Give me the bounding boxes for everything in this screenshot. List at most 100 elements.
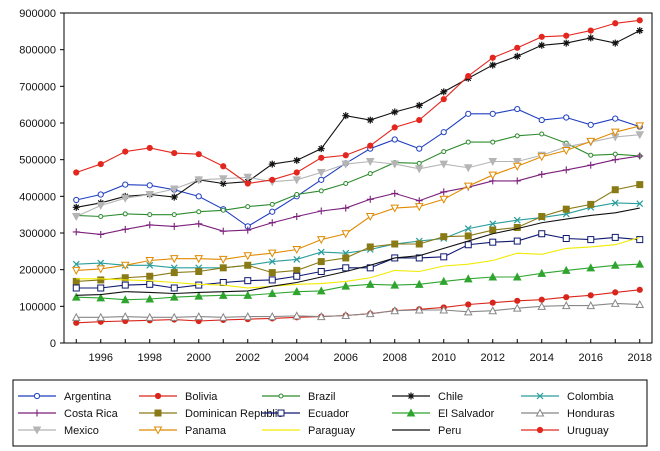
data-point — [610, 128, 620, 137]
data-point — [317, 145, 325, 153]
data-point — [169, 292, 179, 301]
data-point — [636, 17, 643, 24]
series-costa-rica — [72, 152, 644, 238]
legend-marker — [277, 409, 285, 417]
data-point — [219, 264, 227, 272]
data-point — [195, 220, 203, 228]
data-point — [170, 193, 178, 201]
data-point — [293, 272, 301, 280]
data-point — [342, 254, 350, 262]
data-point — [318, 176, 325, 183]
data-point — [465, 72, 472, 80]
data-point — [243, 252, 253, 261]
legend-marker — [536, 426, 544, 434]
data-point — [390, 306, 400, 315]
legend-item-colombia: Colombia — [521, 391, 614, 403]
data-point — [464, 232, 472, 240]
data-point — [538, 213, 546, 220]
data-point — [122, 211, 128, 217]
data-point — [342, 112, 350, 120]
data-point — [169, 312, 179, 321]
x-tick-label: 2014 — [530, 352, 554, 364]
series-panama — [71, 122, 645, 275]
data-point — [513, 177, 521, 185]
data-point — [147, 212, 153, 218]
x-tick-label: 2002 — [236, 352, 260, 364]
data-point — [636, 181, 644, 189]
data-point — [194, 312, 204, 321]
x-tick-label: 2008 — [383, 352, 407, 364]
data-point — [145, 191, 155, 200]
data-point — [169, 185, 179, 194]
series-line-argentina — [76, 108, 640, 228]
data-point — [98, 214, 104, 219]
legend-label: Bolivia — [185, 391, 218, 403]
data-point — [414, 165, 424, 174]
data-point — [267, 249, 277, 258]
data-point — [268, 258, 276, 266]
x-axis: 1996 1998 2000 2002 2004 2006 2008 2010 2012 2014… — [75, 339, 652, 364]
data-point — [465, 110, 472, 117]
data-point — [267, 312, 277, 321]
data-point — [365, 279, 375, 288]
data-point — [121, 274, 129, 282]
data-point — [194, 255, 204, 264]
series-dominican-republic — [72, 181, 644, 285]
data-point — [587, 200, 595, 208]
data-point — [463, 164, 473, 173]
data-point — [414, 305, 424, 314]
series-line-brazil — [76, 133, 640, 218]
data-point — [343, 181, 349, 186]
data-point — [636, 200, 644, 208]
data-point — [195, 268, 203, 275]
data-point — [588, 152, 594, 158]
data-point — [561, 147, 571, 156]
y-tick-label: 100000 — [19, 301, 56, 313]
data-point — [366, 195, 374, 203]
data-point — [341, 310, 351, 319]
x-tick-label: 2012 — [481, 352, 505, 364]
data-point — [635, 259, 645, 268]
legend-label: El Salvador — [438, 408, 495, 420]
x-tick-label: 2000 — [187, 352, 211, 364]
data-point — [489, 238, 497, 246]
series-argentina — [73, 105, 643, 230]
legend-marker — [32, 426, 42, 435]
legend-label: Paraguay — [308, 425, 356, 437]
data-point — [488, 272, 498, 281]
data-point — [635, 122, 645, 131]
legend-marker — [536, 392, 544, 400]
data-point — [318, 154, 325, 161]
legend-frame — [12, 379, 648, 447]
series-brazil — [73, 131, 643, 219]
data-point — [562, 166, 570, 174]
data-point — [439, 195, 449, 204]
plot-frame — [63, 12, 653, 344]
data-point — [415, 240, 423, 248]
series-el-salvador — [71, 259, 645, 304]
data-point — [489, 220, 497, 228]
data-point — [195, 281, 203, 289]
legend-marker — [153, 426, 163, 435]
y-tick-label: 300000 — [19, 228, 56, 240]
data-point — [612, 20, 619, 27]
data-point — [512, 272, 522, 281]
data-point — [121, 281, 129, 289]
legend-item-el-salvador: El Salvador — [392, 408, 495, 420]
data-point — [120, 194, 130, 203]
data-point — [440, 129, 447, 136]
series-line-honduras — [76, 302, 640, 318]
data-point — [465, 139, 471, 145]
data-point — [71, 292, 81, 301]
data-point — [390, 160, 400, 169]
series-line-panama — [76, 125, 640, 271]
data-point — [71, 213, 81, 222]
legend-label: Peru — [438, 425, 461, 437]
data-point — [269, 201, 275, 207]
data-point — [170, 284, 178, 292]
data-point — [317, 258, 325, 266]
data-point — [439, 305, 449, 314]
data-point — [512, 303, 522, 312]
data-point — [612, 289, 619, 296]
